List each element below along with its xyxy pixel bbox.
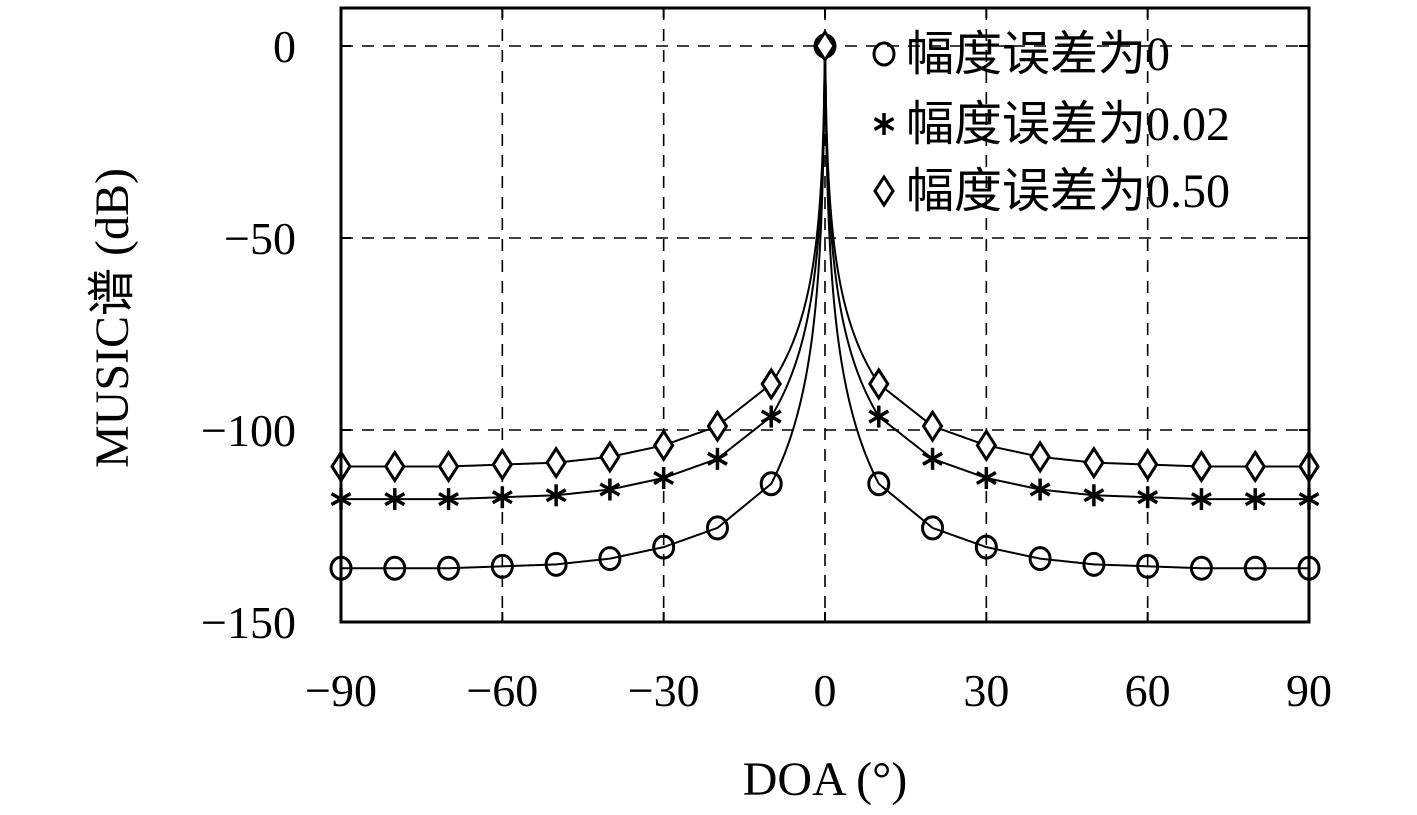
data-point-asterisk xyxy=(975,467,997,489)
data-point-diamond xyxy=(1083,445,1105,480)
y-tick-label: −50 xyxy=(224,213,296,264)
data-point-diamond xyxy=(437,449,460,484)
x-tick-label: −60 xyxy=(466,665,538,716)
data-point-asterisk xyxy=(599,478,621,501)
data-point-asterisk xyxy=(707,447,728,470)
x-tick-label: 90 xyxy=(1286,665,1332,716)
data-point-diamond xyxy=(706,409,729,443)
data-point-asterisk xyxy=(1137,486,1159,509)
data-point-asterisk xyxy=(1083,484,1105,507)
data-point-diamond xyxy=(921,409,944,443)
axis-ticks xyxy=(340,8,1310,623)
data-point-diamond xyxy=(383,449,406,484)
data-point-asterisk xyxy=(653,467,675,489)
legend-label: 幅度误差为0 xyxy=(906,28,1170,81)
data-point-diamond xyxy=(1190,449,1213,484)
data-point-circle xyxy=(544,551,568,577)
data-point-circle xyxy=(705,515,729,541)
x-tick-label: 0 xyxy=(814,665,837,716)
data-point-diamond xyxy=(599,440,621,474)
y-tick-label: 0 xyxy=(273,21,296,72)
x-tick-label: −30 xyxy=(628,665,700,716)
data-point-asterisk xyxy=(438,488,459,511)
data-point-circle xyxy=(383,555,407,581)
data-point-circle xyxy=(1028,546,1052,572)
data-point-diamond xyxy=(975,428,998,463)
data-point-asterisk xyxy=(1244,488,1266,511)
data-point-diamond xyxy=(814,29,836,63)
data-point-circle xyxy=(598,546,622,572)
legend: 幅度误差为0 幅度误差为0.02 幅度误差为0.50 xyxy=(872,28,1230,218)
data-point-circle xyxy=(974,534,998,560)
data-point-circle xyxy=(652,534,676,560)
legend-marker-asterisk xyxy=(873,113,895,135)
data-point-asterisk xyxy=(491,486,513,509)
data-point-asterisk xyxy=(384,488,406,511)
legend-marker-circle xyxy=(872,41,896,67)
legend-label: 幅度误差为0.50 xyxy=(906,165,1230,218)
y-tick-label: −100 xyxy=(201,405,296,456)
legend-label: 幅度误差为0.02 xyxy=(906,98,1230,151)
data-point-asterisk xyxy=(1029,478,1051,501)
data-point-circle xyxy=(1243,555,1267,581)
y-tick-label: −150 xyxy=(201,597,296,648)
x-axis-label: DOA (°) xyxy=(743,753,908,806)
data-point-diamond xyxy=(1136,447,1159,482)
x-tick-label: 30 xyxy=(963,665,1009,716)
data-point-circle xyxy=(437,555,461,581)
data-point-circle xyxy=(1189,555,1213,581)
legend-marker-diamond xyxy=(873,174,895,208)
x-tick-labels: −90 −60 −30 0 30 60 90 xyxy=(305,665,1332,716)
data-point-circle xyxy=(1136,553,1160,579)
data-point-diamond xyxy=(1244,449,1267,484)
data-point-diamond xyxy=(652,428,675,463)
data-point-asterisk xyxy=(1191,488,1212,511)
x-tick-label: 60 xyxy=(1125,665,1171,716)
data-point-asterisk xyxy=(922,447,943,470)
y-tick-labels: 0 −50 −100 −150 xyxy=(201,21,296,648)
data-point-circle xyxy=(490,553,514,579)
data-point-diamond xyxy=(867,367,890,401)
series-markers xyxy=(329,29,1321,581)
data-point-diamond xyxy=(1029,440,1051,474)
data-point-circle xyxy=(1082,551,1106,577)
data-point-circle xyxy=(921,515,945,541)
data-point-diamond xyxy=(491,447,514,482)
y-axis-label: MUSIC谱 (dB) xyxy=(86,168,139,468)
x-tick-label: −90 xyxy=(305,665,377,716)
data-point-circle xyxy=(759,471,783,497)
data-point-asterisk xyxy=(760,405,782,428)
data-point-asterisk xyxy=(868,405,890,428)
data-point-circle xyxy=(867,471,891,497)
data-point-asterisk xyxy=(545,484,567,507)
data-point-diamond xyxy=(545,445,567,480)
data-point-diamond xyxy=(760,367,783,401)
